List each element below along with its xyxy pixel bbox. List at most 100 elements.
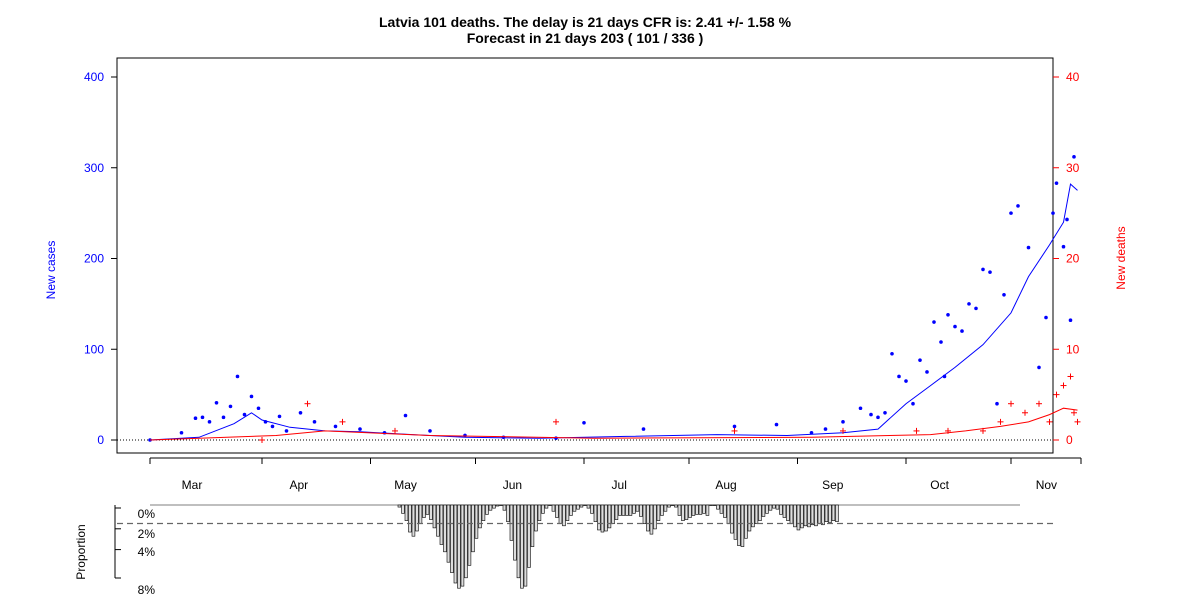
- case-point: [221, 415, 226, 420]
- proportion-bar: [502, 504, 507, 511]
- case-point: [809, 430, 814, 435]
- case-point: [242, 412, 247, 417]
- proportion-bar: [747, 504, 752, 532]
- proportion-bar: [513, 504, 517, 561]
- y-tick-label: 400: [84, 70, 104, 84]
- case-point: [270, 424, 275, 429]
- case-point: [925, 370, 929, 374]
- case-point: [883, 410, 887, 415]
- proportion-bar: [551, 504, 556, 512]
- case-point: [732, 424, 737, 429]
- x-tick-label: Sep: [822, 478, 844, 492]
- proportion-bar: [600, 504, 605, 533]
- case-point: [403, 413, 408, 418]
- proportion-bar: [611, 504, 615, 525]
- proportion-plot: 0% 2% 4% 8%: [114, 504, 1053, 597]
- proportion-bar: [779, 504, 783, 515]
- proportion-bar: [663, 504, 668, 512]
- proportion-bar: [621, 504, 626, 516]
- case-point: [463, 433, 467, 438]
- case-point: [333, 424, 338, 429]
- case-point: [1037, 365, 1041, 370]
- case-point: [869, 412, 873, 417]
- proportion-bar: [436, 504, 440, 537]
- case-point: [1054, 181, 1059, 185]
- proportion-bar: [453, 504, 458, 584]
- case-point: [249, 394, 254, 399]
- case-point: [312, 420, 317, 424]
- proportion-bar: [509, 504, 514, 541]
- y2-tick-label: 10: [1066, 342, 1080, 356]
- case-point: [256, 406, 261, 411]
- proportion-bar: [740, 504, 745, 547]
- proportion-bar: [548, 504, 552, 506]
- case-point: [953, 324, 957, 329]
- case-point: [193, 416, 198, 421]
- proportion-bar: [705, 504, 710, 516]
- proportion-bar: [642, 504, 647, 525]
- proportion-bar: [488, 504, 493, 511]
- proportion-bar: [569, 504, 573, 516]
- proportion-bar: [432, 504, 437, 529]
- proportion-tick-label: 8%: [138, 583, 156, 597]
- proportion-bar: [607, 504, 612, 529]
- case-point: [897, 374, 901, 379]
- proportion-bar: [408, 504, 412, 533]
- proportion-bar: [460, 504, 465, 587]
- proportion-bar: [726, 504, 731, 525]
- proportion-bar: [544, 504, 549, 509]
- proportion-bar: [590, 504, 594, 514]
- case-point: [1016, 204, 1020, 208]
- proportion-bar: [688, 504, 692, 518]
- y-axis-label: New cases: [44, 241, 58, 300]
- proportion-bar: [761, 504, 766, 517]
- proportion-bar: [471, 504, 475, 553]
- y-tick-label: 100: [84, 342, 104, 356]
- proportion-bar: [457, 504, 461, 589]
- death-point: [1046, 418, 1053, 425]
- proportion-bar: [723, 504, 727, 518]
- proportion-bar: [782, 504, 787, 518]
- proportion-bar: [667, 504, 671, 508]
- proportion-bar: [831, 504, 836, 521]
- death-point: [339, 418, 346, 425]
- proportion-bar: [474, 504, 479, 539]
- x-tick-label: May: [394, 478, 417, 492]
- case-point: [428, 429, 432, 433]
- case-point: [960, 329, 964, 333]
- case-point: [277, 414, 282, 419]
- proportion-bar: [656, 504, 661, 521]
- proportion-bar: [520, 504, 524, 589]
- proportion-bar: [768, 504, 773, 511]
- proportion-axis-label: Proportion: [74, 524, 88, 579]
- proportion-bar: [681, 504, 685, 521]
- proportion-bar: [646, 504, 650, 532]
- proportion-bar: [597, 504, 601, 531]
- proportion-bar: [506, 504, 510, 522]
- x-tick-label: Aug: [715, 478, 736, 492]
- case-point: [967, 302, 971, 306]
- proportion-bar: [537, 504, 542, 521]
- proportion-bar: [418, 504, 423, 525]
- proportion-bar: [807, 504, 811, 528]
- case-point: [298, 410, 303, 415]
- case-point: [207, 420, 212, 424]
- proportion-bar: [758, 504, 762, 521]
- case-point: [823, 427, 828, 431]
- main-plot: 0 100 200 300 400 0 10 20 30 40 Mar Apr May Jun Jul Aug…: [84, 57, 1082, 492]
- case-point: [995, 401, 999, 406]
- case-point: [774, 422, 779, 427]
- proportion-tick-label: 2%: [138, 527, 156, 541]
- proportion-bar: [817, 504, 822, 525]
- proportion-bar: [639, 504, 643, 517]
- proportion-bar: [464, 504, 468, 579]
- proportion-bar: [695, 504, 699, 515]
- proportion-bar: [439, 504, 444, 545]
- proportion-bar: [754, 504, 759, 525]
- proportion-bar: [467, 504, 472, 566]
- proportion-bar: [702, 504, 706, 514]
- proportion-bar: [660, 504, 664, 516]
- proportion-bar: [733, 504, 738, 540]
- y2-tick-label: 0: [1066, 433, 1073, 447]
